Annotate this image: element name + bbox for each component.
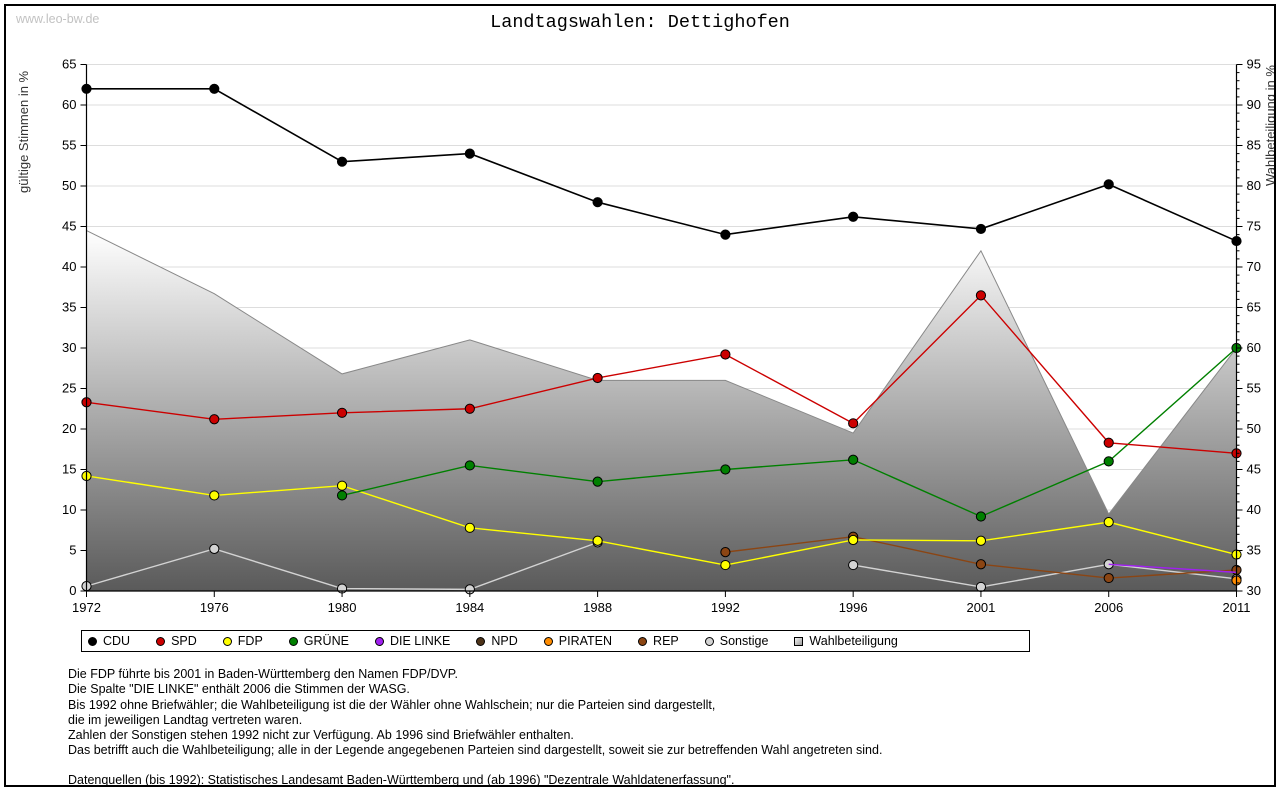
svg-text:20: 20 [62,421,76,436]
svg-text:55: 55 [1247,381,1261,396]
svg-text:65: 65 [1247,300,1261,315]
svg-text:15: 15 [62,462,76,477]
svg-text:1996: 1996 [839,600,868,615]
svg-text:1988: 1988 [583,600,612,615]
svg-text:2011: 2011 [1223,600,1251,615]
svg-text:50: 50 [1247,421,1261,436]
svg-text:60: 60 [62,97,76,112]
svg-text:35: 35 [62,300,76,315]
svg-text:1980: 1980 [328,600,357,615]
svg-text:1972: 1972 [72,600,101,615]
svg-text:45: 45 [62,219,76,234]
svg-text:60: 60 [1247,340,1261,355]
svg-text:40: 40 [62,259,76,274]
svg-text:35: 35 [1247,543,1261,558]
svg-text:2001: 2001 [966,600,995,615]
svg-text:95: 95 [1247,57,1261,72]
svg-text:25: 25 [62,381,76,396]
svg-text:2006: 2006 [1094,600,1123,615]
svg-text:40: 40 [1247,502,1261,517]
svg-text:1976: 1976 [200,600,229,615]
svg-text:45: 45 [1247,462,1261,477]
svg-text:80: 80 [1247,178,1261,193]
svg-text:30: 30 [1247,583,1261,598]
svg-text:70: 70 [1247,259,1261,274]
svg-text:1984: 1984 [455,600,484,615]
svg-text:0: 0 [69,583,76,598]
svg-text:10: 10 [62,502,76,517]
svg-text:85: 85 [1247,138,1261,153]
svg-text:75: 75 [1247,219,1261,234]
svg-text:50: 50 [62,178,76,193]
svg-text:65: 65 [62,57,76,72]
svg-text:30: 30 [62,340,76,355]
svg-text:1992: 1992 [711,600,740,615]
svg-text:5: 5 [69,543,76,558]
svg-text:55: 55 [62,138,76,153]
svg-text:90: 90 [1247,97,1261,112]
